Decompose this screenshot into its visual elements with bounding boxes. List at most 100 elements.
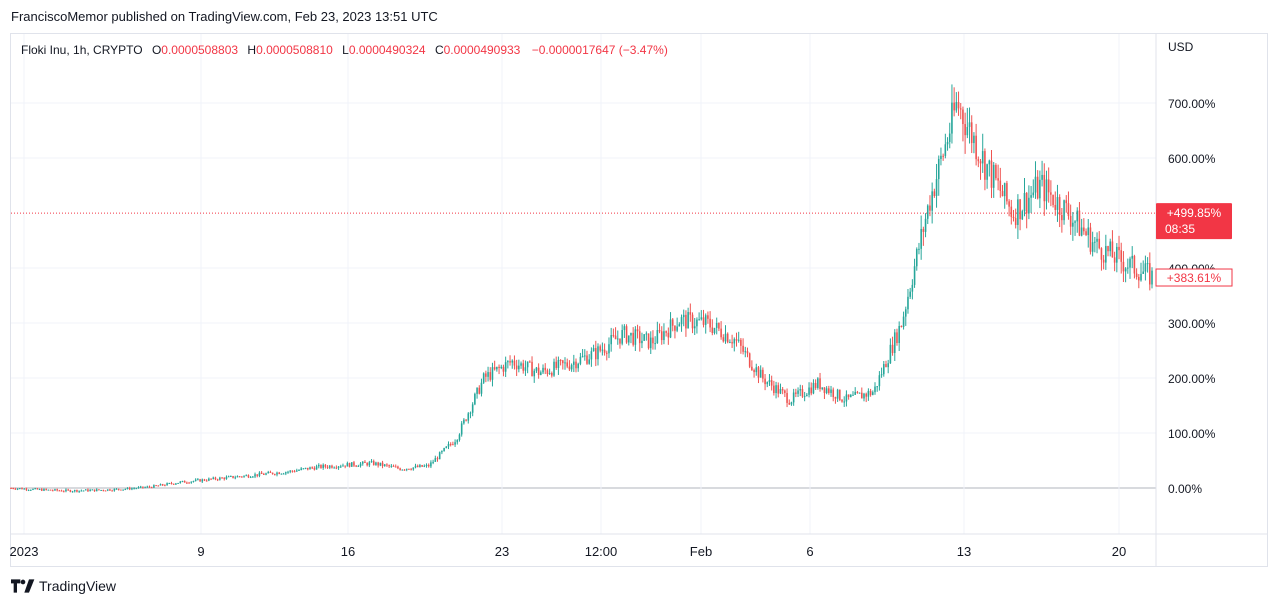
candle-body (91, 489, 94, 491)
candle-body (526, 361, 529, 368)
candle-body (210, 478, 212, 480)
candle-body (1052, 194, 1054, 205)
candle-body (577, 363, 580, 369)
candle-body (583, 355, 586, 357)
candle-body (489, 372, 492, 380)
candle-body (806, 394, 808, 397)
candle-body (379, 462, 382, 466)
candle-body (179, 481, 182, 483)
candle-body (766, 382, 769, 385)
candle-body (223, 477, 226, 480)
candle-body (1129, 258, 1131, 268)
candle-body (762, 369, 764, 379)
candle-body (1014, 218, 1017, 225)
candle-body (1080, 227, 1083, 236)
candle-body (1067, 203, 1070, 216)
candle-body (401, 469, 404, 471)
candle-body (977, 159, 980, 162)
candle-body (1025, 192, 1028, 214)
candle-body (438, 452, 441, 460)
candle-body (839, 389, 841, 400)
candle-body (823, 387, 826, 393)
candle-body (300, 468, 302, 470)
candle-body (733, 339, 736, 344)
x-tick-label: 12:00 (585, 544, 618, 559)
publish-line: FranciscoMemor published on TradingView.… (11, 9, 438, 24)
candle-body (131, 488, 133, 490)
candle-body (23, 488, 25, 490)
close-value: 0.0000490933 (443, 43, 521, 57)
footer-brand[interactable]: TradingView (11, 578, 116, 594)
candle-body (1109, 241, 1112, 252)
candle-body (474, 393, 476, 405)
candle-body (720, 328, 722, 338)
candle-body (124, 489, 127, 491)
candle-body (282, 473, 285, 475)
candle-body (535, 367, 538, 371)
candle-body (1050, 192, 1052, 195)
candle-body (834, 397, 837, 399)
candle-body (984, 151, 986, 180)
candle-body (654, 343, 656, 345)
candle-body (1054, 204, 1057, 210)
last-value-label: +383.61% (1167, 271, 1222, 285)
y-tick-label: 600.00% (1168, 152, 1216, 166)
candle-body (1091, 242, 1094, 252)
candle-body (724, 333, 727, 342)
candle-body (722, 337, 725, 342)
candle-body (845, 394, 848, 402)
candle-body (891, 344, 894, 354)
x-tick-label: 20 (1112, 544, 1126, 559)
candle-body (175, 483, 177, 485)
candle-body (913, 266, 916, 285)
x-tick-label: 23 (495, 544, 509, 559)
brand-name: TradingView (39, 578, 117, 594)
candle-body (221, 477, 223, 479)
candle-body (1087, 227, 1090, 236)
candle-body (1146, 263, 1149, 265)
candle-body (1131, 255, 1134, 259)
candle-body (1144, 263, 1147, 272)
candle-body (366, 462, 368, 466)
candle-body (247, 475, 250, 478)
ohlc-legend: Floki Inu, 1h, CRYPTO O0.0000508803 H0.0… (21, 43, 668, 57)
candle-body (502, 366, 505, 372)
candle-body (392, 465, 395, 467)
candle-body (1118, 246, 1120, 251)
candle-body (836, 389, 839, 399)
candle-body (216, 479, 219, 481)
candle-body (869, 390, 872, 395)
candle-body (915, 249, 918, 267)
candle-body (850, 395, 852, 398)
candle-body (797, 390, 799, 394)
candle-body (410, 469, 412, 471)
candle-body (1094, 241, 1096, 243)
close-label: C (434, 43, 444, 57)
candle-body (1107, 246, 1109, 252)
candle-body (575, 361, 577, 369)
candle-body (1074, 221, 1076, 223)
candle-body (109, 489, 111, 491)
candle-body (995, 164, 997, 179)
candle-body (29, 489, 32, 491)
candle-body (841, 399, 843, 402)
candle-body (1149, 263, 1151, 285)
candle-body (1133, 255, 1136, 274)
candle-body (878, 375, 881, 387)
candle-body (311, 467, 313, 469)
candle-body (999, 180, 1002, 192)
candle-body (795, 392, 797, 394)
candle-body (663, 331, 665, 341)
candle-body (49, 489, 52, 491)
candle-body (590, 351, 593, 360)
candle-body (612, 335, 615, 337)
candle-body (181, 480, 184, 482)
candle-body (78, 490, 80, 492)
candle-body (1063, 200, 1065, 221)
candle-body (205, 480, 208, 482)
candle-body (337, 466, 340, 468)
candle-body (306, 467, 309, 470)
candle-body (573, 361, 575, 365)
candle-body (882, 364, 885, 375)
